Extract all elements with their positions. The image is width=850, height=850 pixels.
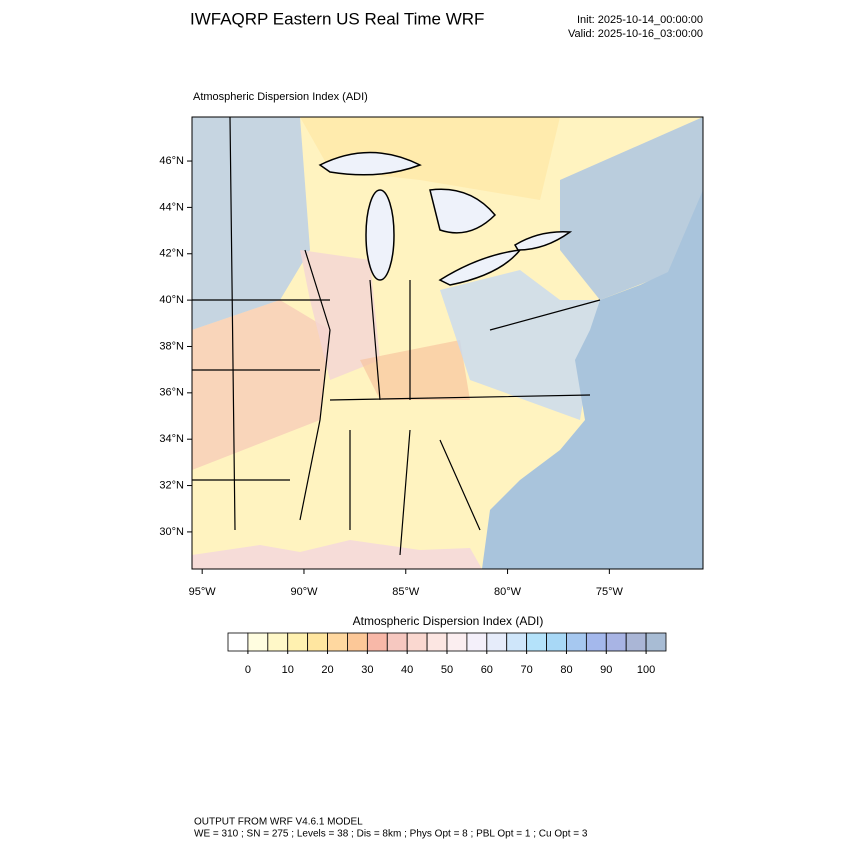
colorbar-box — [386, 632, 408, 652]
field-region — [560, 117, 703, 300]
map-field — [192, 117, 703, 569]
lat-tick-label: 40°N — [159, 294, 184, 306]
colorbar-tick-label: 80 — [560, 664, 572, 676]
colorbar-box — [566, 632, 587, 652]
colorbar-tick-label: 0 — [245, 664, 251, 676]
init-time: Init: 2025-10-14_00:00:00 — [577, 14, 703, 26]
lon-tick-label: 80°W — [494, 586, 522, 598]
colorbar-tick-label: 10 — [282, 664, 294, 676]
colorbar-tick-label: 20 — [321, 664, 333, 676]
title: IWFAQRP Eastern US Real Time WRF — [190, 9, 484, 28]
colorbar-title: Atmospheric Dispersion Index (ADI) — [353, 614, 544, 628]
colorbar-box — [287, 632, 309, 652]
lat-tick-label: 36°N — [159, 387, 184, 399]
colorbar-box — [486, 632, 508, 652]
ocean — [482, 190, 703, 569]
colorbar-box — [347, 632, 368, 652]
map-frame — [191, 116, 704, 570]
valid-time: Valid: 2025-10-16_03:00:00 — [568, 28, 703, 40]
lake-michigan — [365, 189, 395, 281]
lon-tick-label: 75°W — [596, 586, 624, 598]
colorbar-box — [247, 632, 269, 652]
field-region — [192, 117, 310, 330]
field-region — [300, 250, 380, 380]
lat-tick-label: 38°N — [159, 340, 184, 352]
colorbar-tick-label: 90 — [600, 664, 612, 676]
colorbar-box — [526, 632, 547, 652]
field-region — [300, 117, 560, 200]
colorbar-box — [546, 632, 567, 652]
colorbar-box — [267, 632, 289, 652]
colorbar-tick-label: 100 — [637, 664, 655, 676]
colorbar-tick-label: 50 — [441, 664, 453, 676]
colorbar-box — [625, 632, 647, 652]
colorbar-box — [446, 632, 468, 652]
colorbar-box — [605, 632, 627, 652]
colorbar-box — [227, 632, 249, 652]
colorbar-box — [366, 632, 388, 652]
colorbar-box — [585, 632, 607, 652]
field-label: Atmospheric Dispersion Index (ADI) — [193, 91, 368, 103]
footer-line: OUTPUT FROM WRF V4.6.1 MODEL — [194, 817, 363, 828]
lake-superior — [318, 151, 422, 176]
lon-tick-label: 90°W — [290, 586, 318, 598]
field-region — [192, 300, 330, 470]
colorbar-box — [307, 632, 328, 652]
colorbar-tick-label: 60 — [481, 664, 493, 676]
field-region — [360, 340, 470, 400]
colorbar-tick-label: 30 — [361, 664, 373, 676]
colorbar-box — [466, 632, 488, 652]
lat-tick-label: 44°N — [159, 201, 184, 213]
colorbar-tick-label: 70 — [521, 664, 533, 676]
gulf — [192, 540, 482, 569]
colorbar-box — [506, 632, 528, 652]
lat-tick-label: 34°N — [159, 433, 184, 445]
footer-line: WE = 310 ; SN = 275 ; Levels = 38 ; Dis … — [194, 829, 588, 840]
lake-ontario — [513, 231, 573, 251]
lat-tick-label: 32°N — [159, 479, 184, 491]
lat-tick-label: 30°N — [159, 526, 184, 538]
colorbar-box — [406, 632, 428, 652]
lat-tick-label: 42°N — [159, 248, 184, 260]
colorbar-box — [645, 632, 667, 652]
state-lines — [192, 117, 601, 556]
lon-tick-label: 95°W — [189, 586, 217, 598]
colorbar-tick-label: 40 — [401, 664, 413, 676]
lake-huron — [429, 188, 497, 234]
lat-tick-label: 46°N — [159, 155, 184, 167]
colorbar-box — [327, 632, 348, 652]
colorbar-box — [426, 632, 448, 652]
field-region — [440, 270, 600, 420]
lon-tick-label: 85°W — [392, 586, 420, 598]
